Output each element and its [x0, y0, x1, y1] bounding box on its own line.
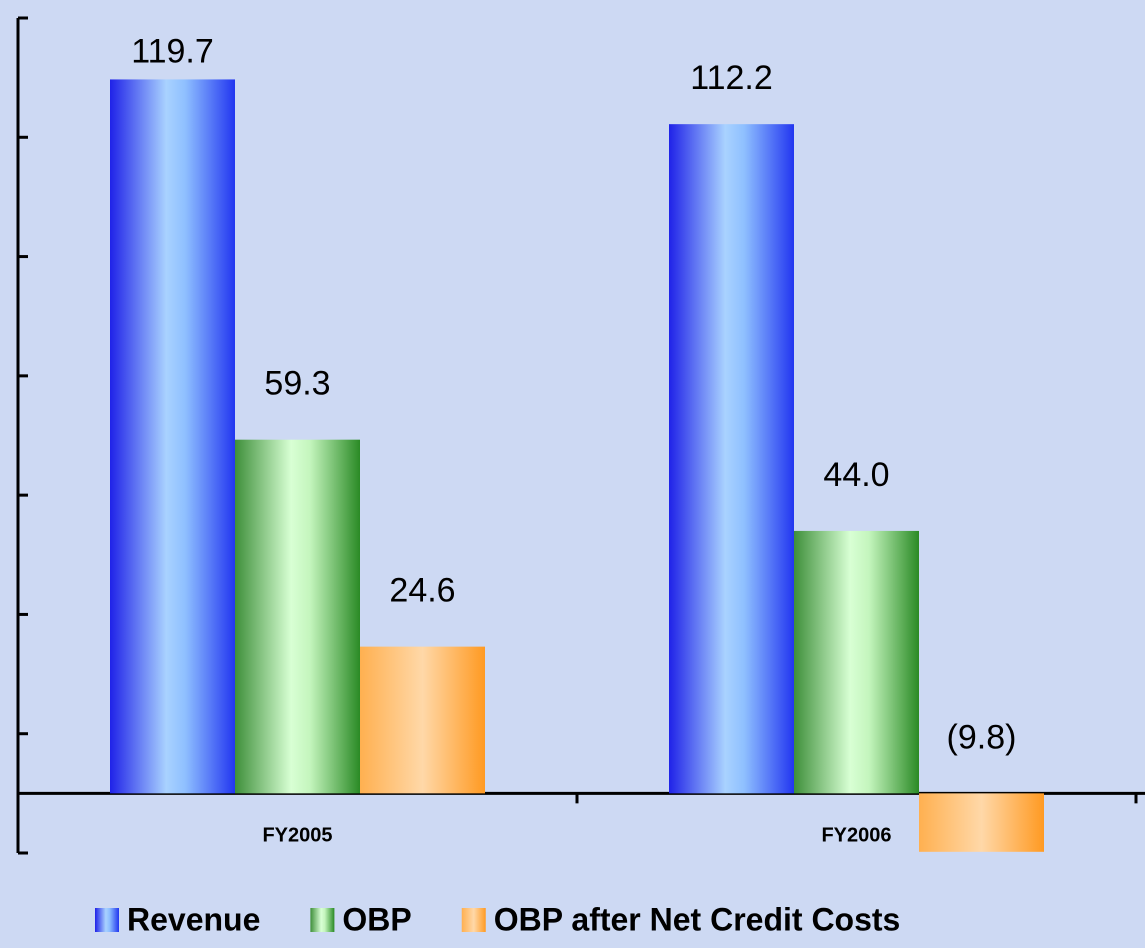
value-label: 44.0: [823, 456, 889, 494]
bar: [235, 439, 360, 794]
value-label: (9.8): [947, 718, 1017, 756]
legend-label: OBP: [342, 901, 411, 937]
value-label: 119.7: [131, 32, 214, 70]
bar: [110, 79, 235, 794]
value-label: 112.2: [690, 59, 773, 97]
legend-swatch: [310, 908, 335, 932]
x-tick-label: FY2006: [821, 824, 891, 846]
legend-swatch: [95, 908, 119, 932]
legend-label: OBP after Net Credit Costs: [494, 901, 901, 937]
x-tick-label: FY2005: [262, 824, 332, 846]
bar: [919, 793, 1044, 852]
legend-label: Revenue: [127, 901, 260, 937]
value-label: 24.6: [389, 572, 455, 610]
bar: [360, 646, 485, 794]
bar: [669, 124, 794, 794]
legend-swatch: [461, 908, 486, 932]
value-label: 59.3: [264, 365, 330, 403]
bar: [794, 530, 919, 794]
